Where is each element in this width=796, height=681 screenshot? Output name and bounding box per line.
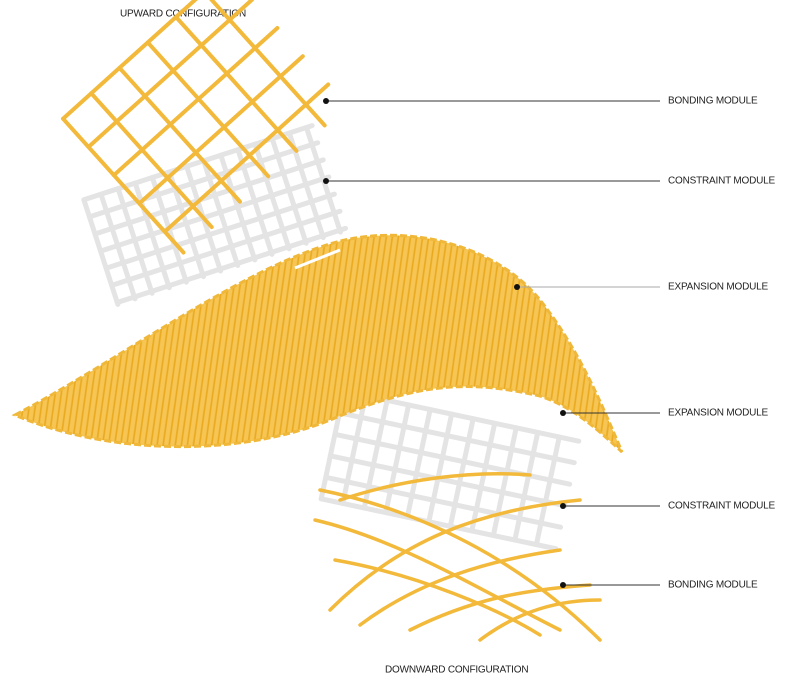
- grid-line: [109, 208, 343, 288]
- grid-line: [533, 434, 562, 548]
- leaders: BONDING MODULE CONSTRAINT MODULE EXPANSION…: [323, 96, 776, 591]
- module-label: BONDING MODULE: [668, 96, 758, 107]
- leader-dot: [514, 284, 520, 290]
- bonding-grid-bottom: [313, 472, 602, 642]
- bottom-title: DOWNWARD CONFIGURATION: [385, 665, 528, 676]
- grid-line: [81, 123, 315, 203]
- grid-line: [490, 425, 519, 538]
- grid-line: [404, 407, 433, 520]
- leader-dot: [323, 98, 329, 104]
- grid-line: [327, 453, 568, 509]
- grid-line: [114, 225, 349, 305]
- module-label: EXPANSION MODULE: [668, 282, 768, 293]
- expansion-edge: [294, 248, 341, 270]
- grid-line: [92, 157, 326, 237]
- grid-line: [512, 429, 541, 543]
- grid-line: [117, 65, 242, 204]
- top-title: UPWARD CONFIGURATION: [120, 9, 246, 20]
- grid-line: [111, 25, 280, 178]
- module-label: EXPANSION MODULE: [668, 408, 768, 419]
- expansion-module: [11, 233, 624, 454]
- grid-line: [137, 54, 305, 206]
- module-label: CONSTRAINT MODULE: [668, 501, 776, 512]
- grid-line: [447, 416, 476, 529]
- grid-line: [61, 0, 229, 121]
- constraint-grid-bottom: [318, 388, 582, 552]
- grid-line: [336, 410, 577, 466]
- module-label: CONSTRAINT MODULE: [668, 176, 776, 187]
- grid-line: [318, 496, 559, 552]
- leader-dot: [323, 178, 329, 184]
- grid-line: [86, 0, 254, 149]
- bonding-grid-top: [61, 0, 331, 255]
- grid-line: [162, 82, 331, 234]
- grid-line: [323, 474, 564, 530]
- leader-dot: [560, 582, 566, 588]
- module-label: BONDING MODULE: [668, 580, 758, 591]
- grid-line: [98, 174, 332, 254]
- leader-dot: [560, 410, 566, 416]
- leader-dot: [560, 503, 566, 509]
- grid-line: [383, 402, 412, 516]
- grid-line: [103, 191, 337, 271]
- grid-line: [426, 411, 455, 525]
- grid-line: [340, 393, 369, 506]
- grid-line: [86, 140, 321, 220]
- grid-line: [469, 420, 498, 534]
- grid-line: [61, 116, 186, 255]
